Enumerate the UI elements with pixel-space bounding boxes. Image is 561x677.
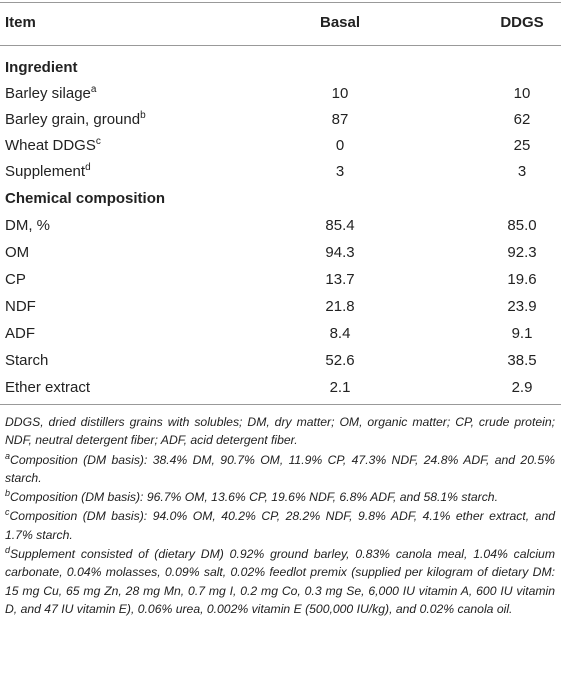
row-ddgs: 3 (517, 163, 527, 180)
section-title-chemical-composition: Chemical composition (5, 190, 166, 207)
row-basal: 87 (331, 111, 349, 128)
footnote-c: cComposition (DM basis): 94.0% OM, 40.2%… (5, 507, 555, 542)
table-row: OM 94.3 92.3 (0, 240, 561, 266)
table-row: Wheat DDGSc 0 25 (0, 133, 561, 159)
header-ddgs: DDGS (500, 14, 544, 31)
table-row: Ether extract 2.1 2.9 (0, 375, 561, 401)
section-title: Ingredient (0, 55, 561, 81)
row-item: ADF (5, 325, 35, 342)
header-basal: Basal (319, 14, 361, 31)
footnote-d: dSupplement consisted of (dietary DM) 0.… (5, 545, 555, 616)
row-basal: 3 (335, 163, 345, 180)
row-basal: 10 (331, 85, 349, 102)
row-basal: 13.7 (325, 271, 355, 288)
row-ddgs: 85.0 (507, 217, 537, 234)
row-item: OM (5, 244, 30, 261)
row-basal: 8.4 (329, 325, 351, 342)
row-item: Barley grain, groundb (5, 110, 146, 129)
section-title: Chemical composition (0, 186, 561, 212)
row-ddgs: 2.9 (511, 379, 533, 396)
row-basal: 0 (335, 137, 345, 154)
row-item: Ether extract (5, 379, 91, 396)
table-row: CP 13.7 19.6 (0, 267, 561, 293)
bottom-rule (0, 404, 561, 405)
row-ddgs: 10 (513, 85, 531, 102)
table-row: Barley silagea 10 10 (0, 81, 561, 107)
row-ddgs: 25 (513, 137, 531, 154)
header-rule (0, 45, 561, 46)
row-ddgs: 92.3 (507, 244, 537, 261)
table-row: DM, % 85.4 85.0 (0, 213, 561, 239)
table-row: Barley grain, groundb 87 62 (0, 107, 561, 133)
table-header: Item Basal DDGS (0, 10, 561, 36)
row-item: CP (5, 271, 26, 288)
row-basal: 94.3 (325, 244, 355, 261)
footnote-abbreviations: DDGS, dried distillers grains with solub… (5, 415, 555, 448)
footnote-b: bComposition (DM basis): 96.7% OM, 13.6%… (5, 488, 498, 505)
footnotes: DDGS, dried distillers grains with solub… (5, 413, 555, 619)
row-ddgs: 38.5 (507, 352, 537, 369)
row-ddgs: 9.1 (511, 325, 533, 342)
table-row: Starch 52.6 38.5 (0, 348, 561, 374)
footnote-a: aComposition (DM basis): 38.4% DM, 90.7%… (5, 450, 555, 485)
row-ddgs: 23.9 (507, 298, 537, 315)
section-title-ingredient: Ingredient (5, 59, 78, 76)
row-item: Barley silagea (5, 84, 97, 103)
row-ddgs: 19.6 (507, 271, 537, 288)
row-ddgs: 62 (513, 111, 531, 128)
table-row: Supplementd 3 3 (0, 159, 561, 185)
row-item: Wheat DDGSc (5, 136, 101, 155)
row-item: Starch (5, 352, 49, 369)
row-basal: 21.8 (325, 298, 355, 315)
table-row: NDF 21.8 23.9 (0, 294, 561, 320)
row-item: NDF (5, 298, 36, 315)
row-basal: 52.6 (325, 352, 355, 369)
row-item: Supplementd (5, 162, 91, 181)
top-rule (0, 2, 561, 3)
table-row: ADF 8.4 9.1 (0, 321, 561, 347)
header-item: Item (5, 14, 36, 31)
row-basal: 2.1 (329, 379, 351, 396)
row-item: DM, % (5, 217, 50, 234)
row-basal: 85.4 (325, 217, 355, 234)
